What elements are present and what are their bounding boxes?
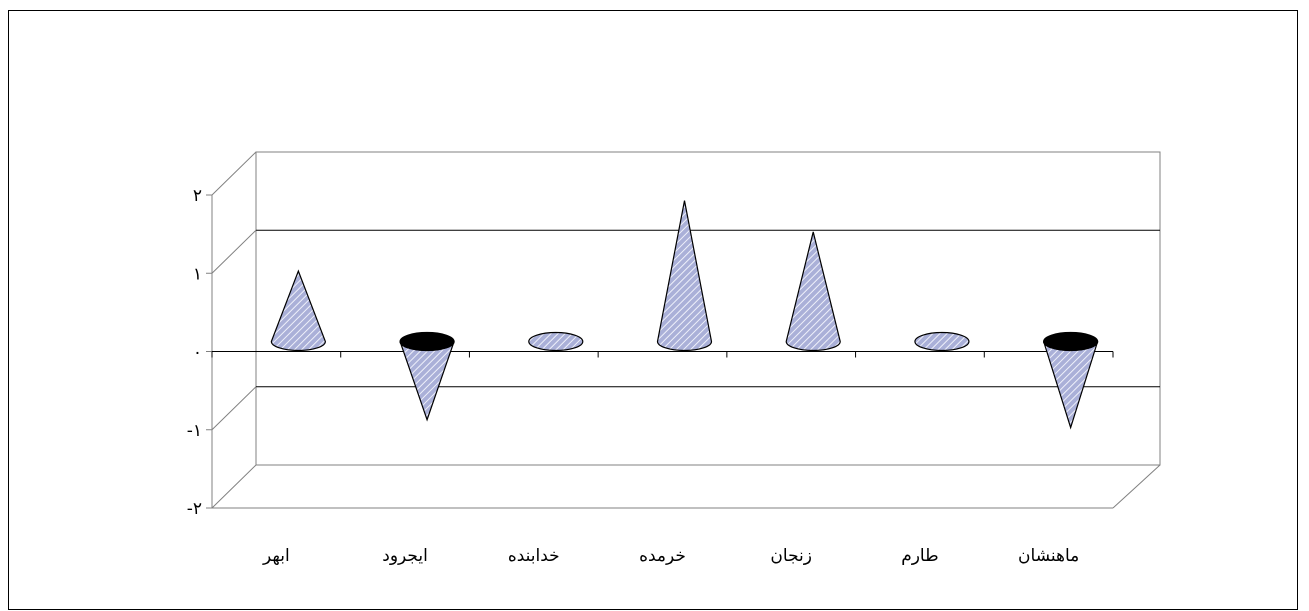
side-wall-top-edge: [211, 151, 257, 196]
cone-body: [399, 341, 455, 422]
cone: [785, 231, 841, 352]
category-label: ماهنشان: [1018, 546, 1079, 566]
gridline-side: [211, 386, 257, 431]
cone: [399, 331, 455, 422]
gridlines: [211, 229, 1160, 431]
category-label: خرمده: [639, 546, 686, 566]
chart-walls: [211, 151, 1161, 509]
y-tick-label: -۲: [187, 499, 202, 519]
cone-base: [1043, 331, 1099, 352]
cone-body: [656, 200, 713, 352]
category-labels: ابهر ایجرود خدابنده خرمده زنجان طارم ماهنشان: [262, 546, 1079, 566]
back-wall: [255, 151, 1161, 466]
y-axis: -۲ -۱ ۰ ۱ ۲: [187, 186, 213, 519]
cone-disc: [528, 331, 584, 352]
chart-frame: [8, 10, 1298, 610]
side-wall-bottom-edge: [211, 464, 257, 509]
cone: [914, 331, 970, 352]
category-label: زنجان: [770, 546, 812, 566]
cone-disc: [914, 331, 970, 352]
cone-body: [785, 231, 841, 352]
category-label: طارم: [901, 546, 938, 566]
floor-right-edge: [1112, 464, 1161, 509]
category-label: ایجرود: [382, 546, 428, 566]
cone: [270, 269, 326, 352]
cone-base: [399, 331, 455, 352]
cone: [528, 331, 584, 352]
y-tick-label: ۱: [193, 264, 202, 284]
cone-series: [270, 200, 1099, 430]
y-tick-label: -۱: [187, 421, 202, 441]
category-label: ابهر: [262, 546, 290, 566]
gridline-side: [211, 229, 257, 274]
x-axis: [211, 351, 1114, 358]
cone-body: [270, 269, 326, 352]
cone: [1043, 331, 1099, 430]
cone: [656, 200, 713, 352]
cone-body: [1043, 341, 1099, 430]
y-tick-label: ۰: [193, 343, 202, 363]
category-label: خدابنده: [508, 546, 560, 566]
y-tick-label: ۲: [193, 186, 202, 206]
